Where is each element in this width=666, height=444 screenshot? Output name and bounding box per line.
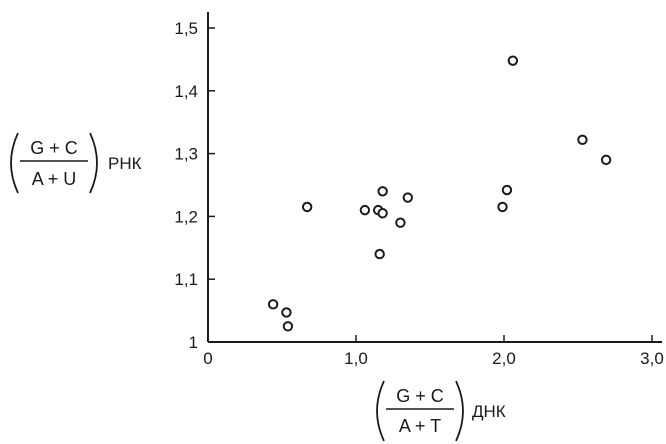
data-point [374, 248, 385, 260]
x-tick-label: 1,0 [344, 349, 368, 368]
y-label-denominator: A + U [32, 169, 77, 189]
data-point [267, 299, 279, 310]
y-tick-label: 1,3 [174, 145, 198, 164]
y-tick-label: 1,2 [174, 207, 198, 226]
data-point [402, 192, 413, 203]
data-point [600, 154, 612, 166]
y-axis-label: G + C A + U РНК [10, 132, 142, 194]
data-point [497, 201, 508, 213]
data-point [359, 204, 371, 216]
y-label-numerator: G + C [30, 138, 78, 158]
x-label-numerator: G + C [396, 386, 444, 406]
y-label-right-paren [89, 132, 98, 194]
x-label-suffix: ДНК [472, 402, 506, 421]
x-tick-label: 0 [203, 349, 212, 368]
x-tick-label: 2,0 [492, 349, 516, 368]
y-label-suffix: РНК [108, 154, 142, 173]
x-axis-label: G + C A + T ДНК [376, 380, 506, 442]
data-point [377, 186, 388, 197]
axes [207, 12, 662, 343]
y-tick-label: 1,4 [174, 82, 198, 101]
y-tick-label: 1,1 [174, 270, 198, 289]
x-label-right-paren [455, 380, 464, 442]
data-point [501, 184, 513, 196]
ticks: 1 1,1 1,2 1,3 1,4 1,5 0 1,0 2,0 3,0 [174, 19, 663, 368]
x-tick-label: 3,0 [640, 349, 664, 368]
data-point [281, 307, 292, 318]
x-label-left-paren [376, 380, 385, 442]
x-label-denominator: A + T [399, 416, 441, 436]
y-tick-label: 1,5 [174, 19, 198, 38]
y-tick-label: 1 [189, 333, 198, 352]
data-point [395, 217, 406, 228]
data-point [377, 208, 388, 219]
data-point [301, 201, 313, 213]
data-point [507, 55, 519, 66]
data-points [267, 55, 612, 332]
data-point [577, 134, 588, 145]
y-label-left-paren [10, 132, 19, 194]
data-point [282, 321, 294, 332]
